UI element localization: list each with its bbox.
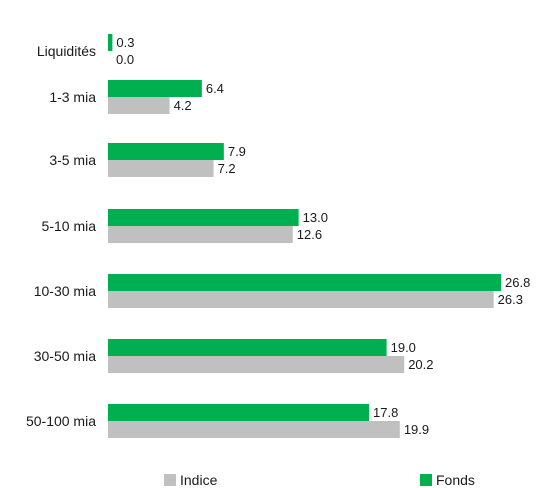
value-label-fonds-5-10-mia: 13.0 [303, 210, 328, 225]
bar-indice-30-50-mia [108, 356, 405, 373]
bar-fonds-30-50-mia [108, 339, 387, 356]
value-label-fonds-1-3-mia: 6.4 [206, 81, 224, 96]
value-label-fonds-3-5-mia: 7.9 [228, 144, 246, 159]
value-label-indice-1-3-mia: 4.2 [174, 98, 192, 113]
value-label-indice-50-100-mia: 19.9 [404, 422, 429, 437]
bar-fonds-liquidit-s [108, 34, 113, 51]
value-label-fonds-liquidit-s: 0.3 [116, 35, 134, 50]
value-label-indice-liquidit-s: 0.0 [116, 52, 134, 67]
category-label-30-50-mia: 30-50 mia [34, 348, 96, 364]
bar-indice-5-10-mia [108, 226, 293, 243]
bar-indice-1-3-mia [108, 97, 170, 114]
value-label-indice-5-10-mia: 12.6 [297, 227, 322, 242]
value-label-fonds-10-30-mia: 26.8 [505, 275, 530, 290]
bar-fonds-3-5-mia [108, 143, 224, 160]
category-label-3-5-mia: 3-5 mia [49, 152, 96, 168]
category-label-liquidit-s: Liquidités [37, 43, 96, 59]
bar-fonds-10-30-mia [108, 274, 501, 291]
bar-fonds-5-10-mia [108, 209, 299, 226]
bar-fonds-50-100-mia [108, 404, 370, 421]
legend-label-indice: Indice [180, 472, 218, 488]
category-label-10-30-mia: 10-30 mia [34, 283, 96, 299]
bar-chart: Liquidités 0.3 0.0 1-3 mia 6.4 4.2 3-5 mia 7.9 7… [26, 34, 530, 438]
value-label-fonds-30-50-mia: 19.0 [391, 340, 416, 355]
bar-fonds-1-3-mia [108, 80, 202, 97]
legend-item-indice: Indice [164, 472, 217, 488]
category-label-1-3-mia: 1-3 mia [49, 89, 96, 105]
category-label-50-100-mia: 50-100 mia [26, 413, 96, 429]
bar-indice-10-30-mia [108, 291, 494, 308]
bar-indice-50-100-mia [108, 421, 400, 438]
value-label-indice-10-30-mia: 26.3 [498, 292, 523, 307]
value-label-fonds-50-100-mia: 17.8 [373, 405, 398, 420]
value-label-indice-30-50-mia: 20.2 [408, 357, 433, 372]
legend-label-fonds: Fonds [436, 472, 475, 488]
bar-indice-3-5-mia [108, 160, 214, 177]
legend-swatch-indice [164, 474, 176, 486]
legend-item-fonds: Fonds [420, 472, 475, 488]
category-label-5-10-mia: 5-10 mia [42, 218, 97, 234]
value-label-indice-3-5-mia: 7.2 [218, 161, 236, 176]
legend-swatch-fonds [420, 474, 432, 486]
